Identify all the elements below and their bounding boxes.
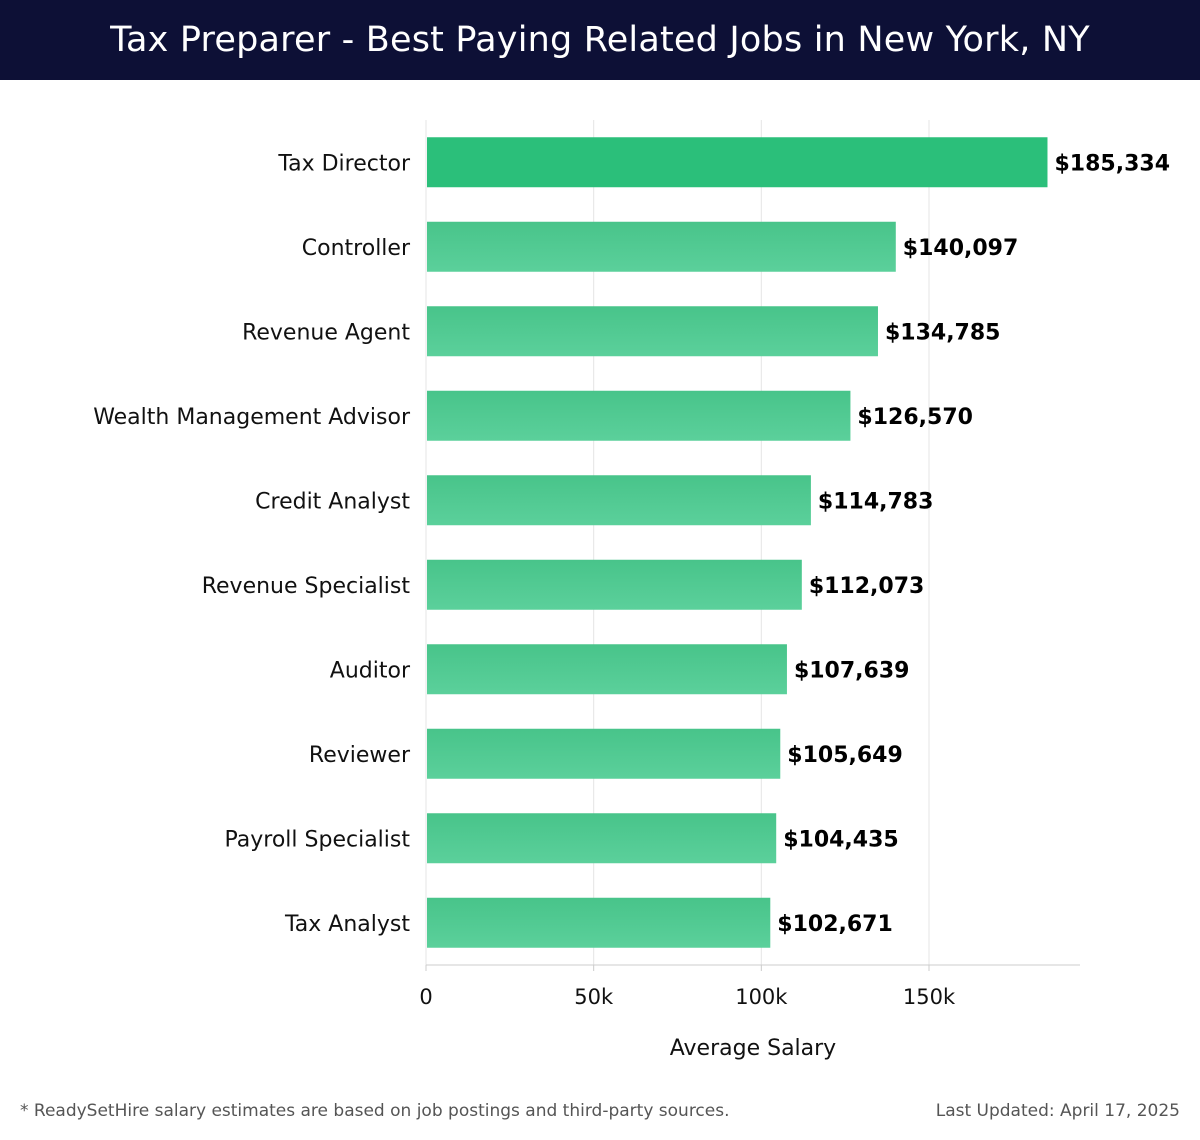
category-label: Revenue Specialist bbox=[202, 574, 411, 599]
bar bbox=[427, 728, 781, 779]
value-label: $140,097 bbox=[903, 236, 1019, 261]
bar bbox=[427, 390, 851, 441]
bar bbox=[427, 559, 802, 610]
category-label: Tax Director bbox=[277, 151, 411, 176]
bar bbox=[427, 137, 1048, 188]
category-label: Reviewer bbox=[309, 743, 411, 768]
footer-disclaimer: * ReadySetHire salary estimates are base… bbox=[20, 1101, 730, 1121]
last-updated: Last Updated: April 17, 2025 bbox=[935, 1101, 1180, 1121]
bar bbox=[427, 897, 771, 948]
category-label: Auditor bbox=[330, 658, 411, 683]
value-label: $185,334 bbox=[1054, 151, 1170, 176]
value-label: $107,639 bbox=[794, 658, 910, 683]
x-tick-label: 0 bbox=[419, 985, 432, 1009]
category-label: Tax Analyst bbox=[284, 912, 410, 937]
bar bbox=[427, 475, 811, 526]
value-label: $114,783 bbox=[818, 489, 934, 514]
category-label: Revenue Agent bbox=[242, 320, 410, 345]
category-label: Payroll Specialist bbox=[225, 827, 411, 852]
bar bbox=[427, 306, 878, 357]
value-label: $112,073 bbox=[809, 574, 925, 599]
chart-header: Tax Preparer - Best Paying Related Jobs … bbox=[0, 0, 1200, 80]
x-tick-label: 50k bbox=[574, 985, 614, 1009]
bar bbox=[427, 644, 787, 695]
chart-title: Tax Preparer - Best Paying Related Jobs … bbox=[110, 20, 1090, 60]
value-label: $105,649 bbox=[787, 743, 903, 768]
bar bbox=[427, 221, 896, 272]
x-tick-label: 150k bbox=[903, 985, 956, 1009]
category-label: Wealth Management Advisor bbox=[93, 405, 411, 430]
category-label: Credit Analyst bbox=[255, 489, 410, 514]
bar bbox=[427, 813, 777, 864]
value-label: $126,570 bbox=[857, 405, 973, 430]
value-label: $134,785 bbox=[885, 320, 1001, 345]
salary-bar-chart: 0 50k 100k 150k Average Salary Tax Director $1… bbox=[93, 120, 1170, 1061]
x-tick-label: 100k bbox=[735, 985, 788, 1009]
value-label: $102,671 bbox=[777, 912, 893, 937]
category-label: Controller bbox=[302, 236, 411, 261]
x-axis-title: Average Salary bbox=[670, 1036, 836, 1061]
value-label: $104,435 bbox=[783, 827, 899, 852]
